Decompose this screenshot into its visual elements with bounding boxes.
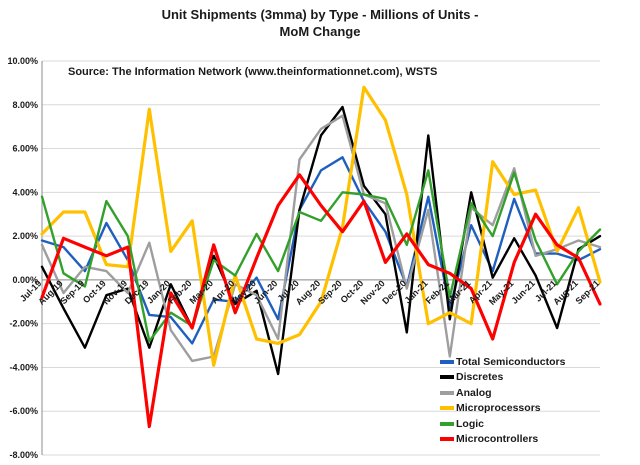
legend-item: Logic [440,416,566,432]
legend: Total Semiconductors Discretes Analog Micro… [440,354,566,447]
chart-title: Unit Shipments (3mma) by Type - Millions… [0,6,640,40]
y-tick-label: 8.00% [12,100,38,110]
series-line-microcontrollers [40,173,602,429]
y-tick-label: -2.00% [9,319,38,329]
legend-swatch [440,390,454,395]
y-tick-label: 2.00% [12,231,38,241]
legend-swatch [440,359,454,364]
legend-label: Total Semiconductors [456,355,566,368]
series-line-discretes [40,105,602,376]
legend-label: Microcontrollers [456,433,539,446]
legend-item: Analog [440,385,566,401]
legend-item: Microcontrollers [440,432,566,448]
x-tick-labels: Jul-19Aug-19Sep-19Oct-19Nov-19Dec-19Jan-… [18,278,601,307]
legend-label: Analog [456,386,492,399]
legend-item: Microprocessors [440,401,566,417]
series-line-logic [40,169,602,343]
series-line-microprocessors [40,85,602,367]
chart-source-note: Source: The Information Network (www.the… [68,66,438,78]
legend-item: Total Semiconductors [440,354,566,370]
legend-label: Logic [456,417,484,430]
x-tick-label: Dec-20 [380,278,408,306]
legend-swatch [440,375,454,380]
legend-swatch [440,421,454,426]
legend-swatch [440,437,454,442]
legend-item: Discretes [440,370,566,386]
legend-swatch [440,406,454,411]
y-tick-label: -8.00% [9,450,38,460]
chart-title-line-2: MoM Change [279,24,361,39]
x-tick-label: Jun-21 [509,278,537,306]
y-tick-label: -4.00% [9,362,38,372]
x-tick-label: Sep-21 [573,278,601,306]
y-tick-label: 10.00% [7,56,38,66]
y-tick-labels: 10.00% 8.00% 6.00% 4.00% 2.00% 0.00% -2.00% -4.… [7,56,38,460]
legend-label: Discretes [456,371,504,384]
y-tick-label: 0.00% [12,275,38,285]
x-tick-label: Sep-20 [316,278,344,306]
y-tick-label: 4.00% [12,187,38,197]
series-lines [40,85,602,429]
y-tick-label: -6.00% [9,406,38,416]
chart-title-line-1: Unit Shipments (3mma) by Type - Millions… [161,7,479,22]
legend-label: Microprocessors [456,402,541,415]
series-line-total-semiconductors [40,156,602,345]
y-tick-label: 6.00% [12,144,38,154]
